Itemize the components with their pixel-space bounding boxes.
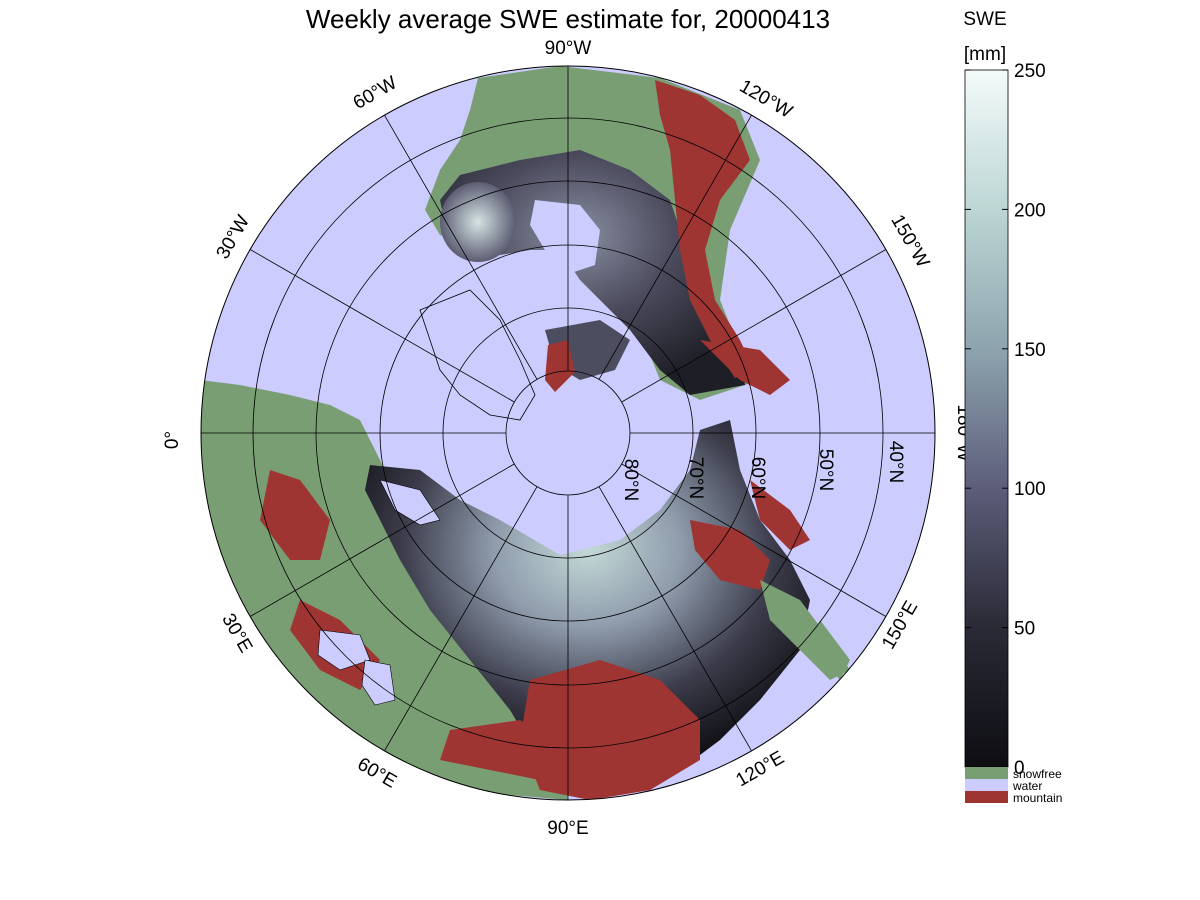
lat-label-50n: 50°N xyxy=(815,449,836,491)
colorbar-tick-label: 50 xyxy=(1014,619,1035,640)
tibet-mountain xyxy=(440,720,560,780)
map-title: Weekly average SWE estimate for, 2000041… xyxy=(306,4,830,34)
colorbar-tick-label: 250 xyxy=(1014,61,1046,82)
kamchatka-mountain xyxy=(750,480,810,550)
lon-label-60e: 60°E xyxy=(354,754,400,793)
category-label-mountain: mountain xyxy=(1013,791,1062,805)
category-label-water: water xyxy=(1012,779,1042,793)
baltic-sea xyxy=(379,479,441,526)
rockies-mountain xyxy=(655,80,755,378)
lon-label-90w: 90°W xyxy=(545,38,592,59)
colorbar-tick-label: 200 xyxy=(1014,200,1046,221)
colorbar: SWE [mm] 0 50 100 150 200 250 snowfreewatermo… xyxy=(963,9,1062,805)
colorbar-tick-label: 100 xyxy=(1014,479,1046,500)
polar-map xyxy=(200,65,936,801)
colorbar-tick-label: 150 xyxy=(1014,340,1046,361)
meridian-line xyxy=(384,114,538,380)
archipelago-mountain xyxy=(545,340,575,392)
colorbar-title: SWE xyxy=(963,9,1006,30)
greenland xyxy=(419,289,536,421)
lat-label-60n: 60°N xyxy=(747,457,768,499)
lon-label-60w: 60°W xyxy=(350,72,401,114)
category-swatch-snowfree xyxy=(965,767,1008,779)
meridian-line xyxy=(598,114,752,380)
eurasia-snow xyxy=(365,420,810,790)
longitude-graticule xyxy=(201,66,935,800)
colorbar-gradient xyxy=(964,69,1009,768)
lat-label-80n: 80°N xyxy=(620,459,641,501)
labrador-high-swe xyxy=(440,182,516,262)
central-asia-mountain xyxy=(520,660,700,800)
lat-label-40n: 40°N xyxy=(885,441,906,483)
japan xyxy=(815,620,850,680)
lon-label-0: 0° xyxy=(162,431,183,449)
map-border xyxy=(200,65,936,801)
alaska-mountain xyxy=(700,340,790,395)
category-swatch-water xyxy=(965,779,1008,791)
lon-label-90e: 90°E xyxy=(547,818,588,839)
meridian-line xyxy=(384,486,538,752)
caspian-sea xyxy=(361,659,396,706)
colorbar-unit: [mm] xyxy=(964,44,1006,65)
meridian-line xyxy=(598,486,752,752)
alps-mountain xyxy=(260,470,330,560)
category-swatch-mountain xyxy=(965,791,1008,803)
meridian-line xyxy=(621,249,887,403)
siberia-mountain xyxy=(690,520,770,590)
latitude-labels: 80°N 70°N 60°N 50°N 40°N xyxy=(620,441,906,501)
category-label-snowfree: snowfree xyxy=(1013,767,1062,781)
meridian-line xyxy=(249,463,515,617)
north-america-snow xyxy=(440,150,745,395)
colorbar-ticks: 0 50 100 150 200 250 xyxy=(965,61,1046,779)
colorbar-tick-label: 0 xyxy=(1014,758,1025,779)
hudson-bay xyxy=(530,200,600,275)
lat-label-70n: 70°N xyxy=(685,457,706,499)
kara-sea-water xyxy=(500,455,650,520)
meridian-line xyxy=(249,249,515,403)
meridian-line xyxy=(621,463,887,617)
